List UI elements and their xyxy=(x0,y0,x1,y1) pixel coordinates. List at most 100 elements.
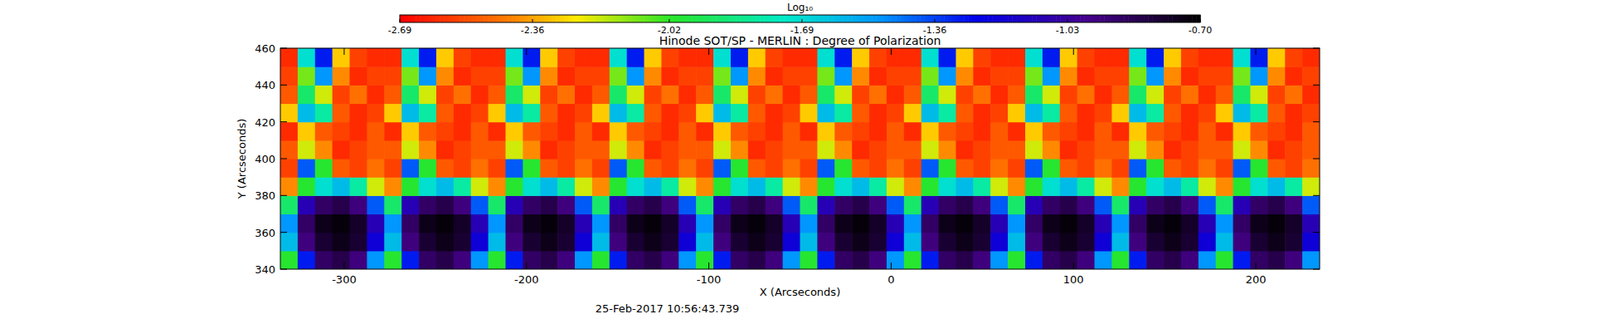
cell xyxy=(1284,158,1303,178)
cell xyxy=(471,176,489,196)
colorbar-step xyxy=(875,14,881,23)
cell xyxy=(332,194,351,214)
cell xyxy=(1060,103,1078,123)
cell xyxy=(592,250,610,269)
cell xyxy=(592,121,610,142)
cell xyxy=(886,250,905,269)
cell xyxy=(1077,176,1095,196)
cell xyxy=(297,176,316,196)
cell xyxy=(436,66,454,86)
colorbar-step xyxy=(467,14,472,23)
colorbar-step xyxy=(731,14,736,23)
cell xyxy=(1094,121,1113,142)
cell xyxy=(592,158,610,178)
cell xyxy=(557,66,575,86)
cell xyxy=(366,103,385,123)
cell xyxy=(384,84,402,104)
colorbar-step xyxy=(868,14,873,23)
cell xyxy=(1267,66,1285,86)
cell xyxy=(713,176,731,196)
colorbar-step xyxy=(1164,14,1169,23)
colorbar-step xyxy=(1152,14,1157,23)
cell xyxy=(280,232,298,252)
colorbar-step xyxy=(1116,14,1121,23)
cell xyxy=(1233,176,1251,196)
cell xyxy=(384,158,402,178)
colorbar-step xyxy=(1007,14,1012,23)
y-tick xyxy=(1313,268,1320,270)
colorbar-step xyxy=(435,14,440,23)
cell xyxy=(869,140,887,160)
cell xyxy=(574,213,593,234)
cell xyxy=(695,103,714,123)
cell xyxy=(1267,232,1285,252)
cell xyxy=(661,84,679,104)
cell xyxy=(921,140,939,160)
colorbar-step xyxy=(527,14,532,23)
cell xyxy=(436,176,454,196)
y-tick-label: 420 xyxy=(254,116,276,129)
cell xyxy=(1284,176,1303,196)
cell xyxy=(539,213,558,234)
cell xyxy=(851,140,870,160)
cell xyxy=(350,176,368,196)
cell xyxy=(748,176,766,196)
cell xyxy=(644,121,662,142)
cell xyxy=(401,213,419,234)
cell xyxy=(730,121,749,142)
cell xyxy=(990,176,1008,196)
cell xyxy=(418,250,437,269)
cell xyxy=(800,48,818,68)
colorbar-step xyxy=(755,14,760,23)
cell xyxy=(1042,48,1061,68)
cell xyxy=(332,103,351,123)
cell xyxy=(1094,48,1113,68)
colorbar-step xyxy=(1031,14,1036,23)
heatmap-cells xyxy=(280,48,1320,269)
cell xyxy=(748,213,766,234)
colorbar-step xyxy=(983,14,988,23)
cell xyxy=(713,140,731,160)
x-tick xyxy=(890,262,892,269)
cell xyxy=(1094,158,1113,178)
cell xyxy=(539,250,558,269)
cell xyxy=(350,84,368,104)
cell xyxy=(1233,66,1251,86)
colorbar-step xyxy=(1044,14,1049,23)
cell xyxy=(1025,194,1043,214)
x-tick xyxy=(343,262,345,269)
cell xyxy=(350,158,368,178)
cell xyxy=(1284,140,1303,160)
cell xyxy=(782,66,801,86)
cell xyxy=(644,66,662,86)
cell xyxy=(401,158,419,178)
cell xyxy=(800,121,818,142)
cell xyxy=(1302,232,1320,252)
cell xyxy=(800,84,818,104)
cell xyxy=(1215,140,1234,160)
cell xyxy=(834,140,852,160)
cell xyxy=(418,84,437,104)
cell xyxy=(990,140,1008,160)
colorbar-step xyxy=(491,14,497,23)
cell xyxy=(765,232,783,252)
cell xyxy=(1042,66,1061,86)
colorbar-step xyxy=(447,14,453,23)
colorbar-step xyxy=(967,14,973,23)
colorbar-step xyxy=(695,14,701,23)
cell xyxy=(557,121,575,142)
colorbar-step xyxy=(956,14,961,23)
cell xyxy=(955,140,973,160)
cell xyxy=(661,176,679,196)
colorbar-step xyxy=(1112,14,1117,23)
colorbar-tick xyxy=(399,19,401,23)
cell xyxy=(453,176,472,196)
cell xyxy=(627,213,645,234)
cell xyxy=(609,121,628,142)
cell xyxy=(453,140,472,160)
cell xyxy=(609,140,628,160)
colorbar-step xyxy=(1160,14,1165,23)
cell xyxy=(1128,213,1147,234)
cell xyxy=(557,176,575,196)
cell xyxy=(592,84,610,104)
